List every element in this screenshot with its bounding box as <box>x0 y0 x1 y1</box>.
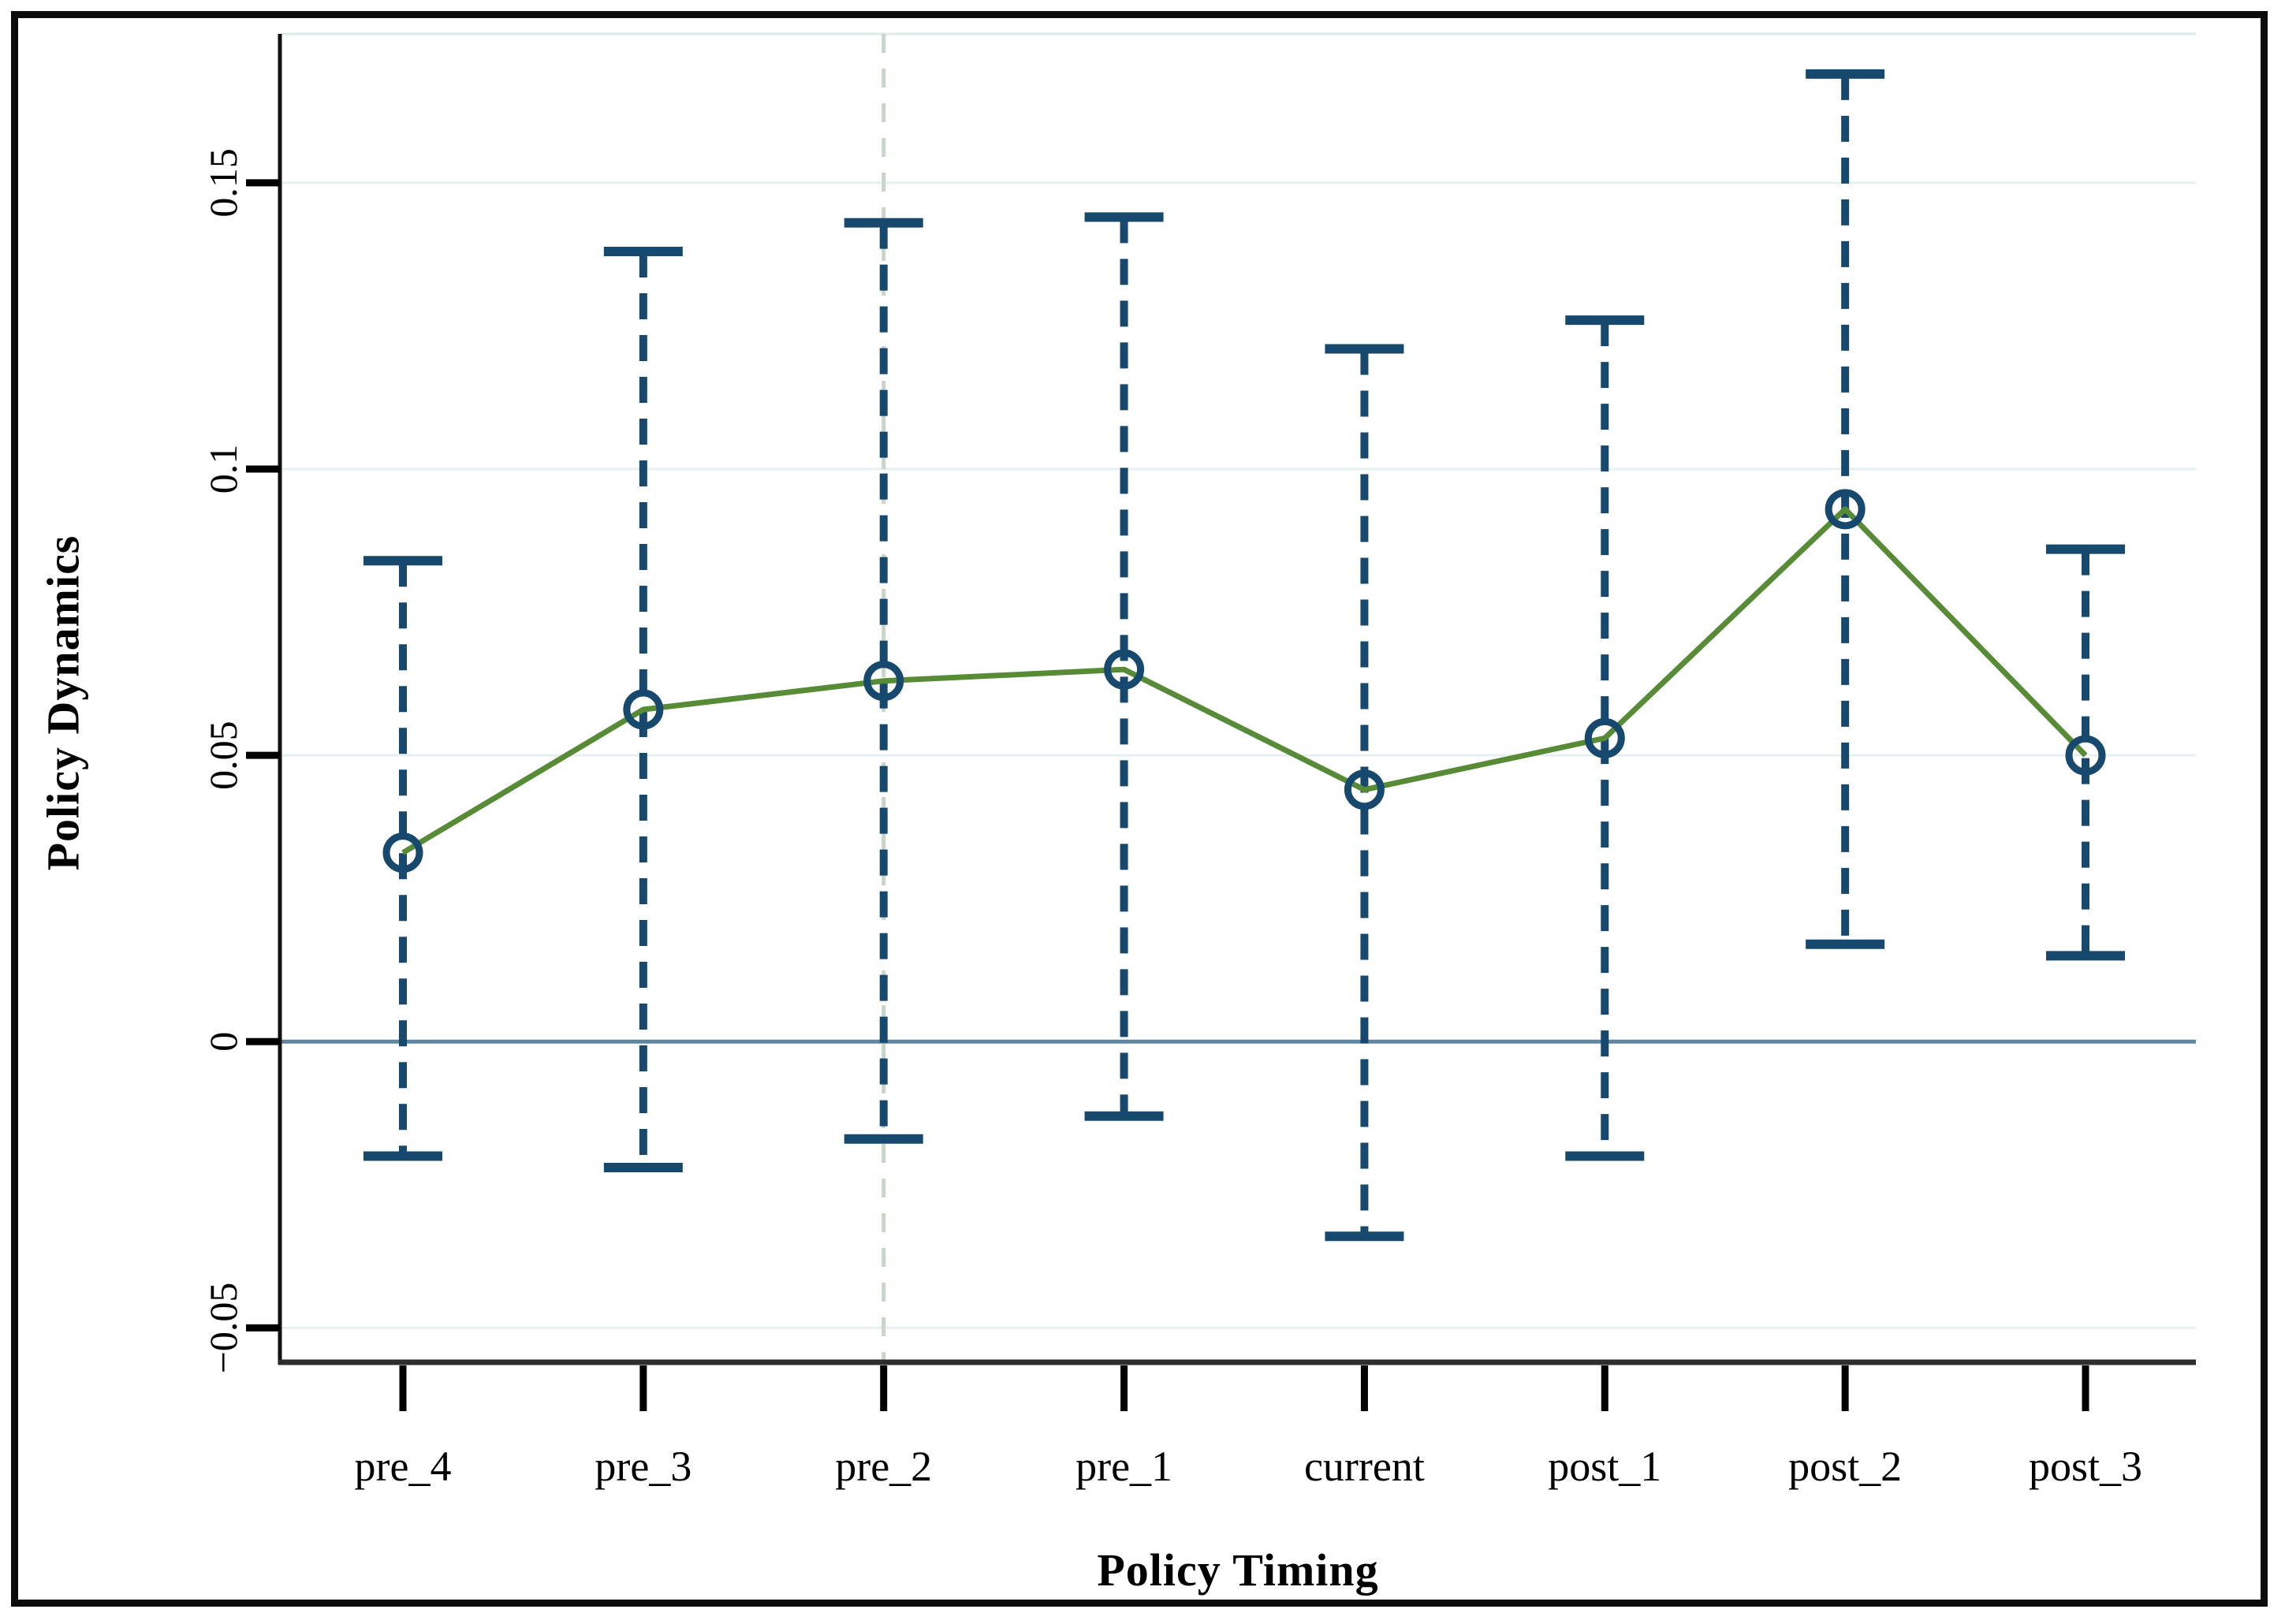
y-axis-title: Policy Dynamics <box>37 535 89 871</box>
marker-post_1 <box>1584 717 1625 758</box>
y-tick-label-0.15: 0.15 <box>201 148 245 218</box>
x-tick-label-current: current <box>1304 1443 1425 1490</box>
x-tick-label-pre_3: pre_3 <box>595 1443 691 1490</box>
x-tick-label-post_1: post_1 <box>1548 1443 1661 1490</box>
x-tick-label-post_2: post_2 <box>1788 1443 1902 1490</box>
trend-line <box>401 506 2088 855</box>
x-tick-label-post_3: post_3 <box>2029 1443 2142 1490</box>
x-tick-label-pre_4: pre_4 <box>355 1443 452 1490</box>
x-tick-label-pre_1: pre_1 <box>1075 1443 1172 1490</box>
y-tick-label-0: 0 <box>201 1032 245 1052</box>
marker-current <box>1344 769 1385 810</box>
marker-post_3 <box>2065 735 2106 776</box>
x-tick-label-pre_2: pre_2 <box>835 1443 932 1490</box>
marker-pre_1 <box>1104 649 1145 690</box>
y-tick-label-0.1: 0.1 <box>201 445 245 494</box>
marker-post_2 <box>1825 489 1866 530</box>
y-tick-label-0.05: 0.05 <box>201 721 245 790</box>
marker-pre_3 <box>623 689 664 730</box>
marker-pre_2 <box>863 661 904 702</box>
x-axis-title: Policy Timing <box>1097 1544 1379 1596</box>
marker-pre_4 <box>382 832 423 873</box>
y-tick-label--0.05: −0.05 <box>201 1283 245 1374</box>
